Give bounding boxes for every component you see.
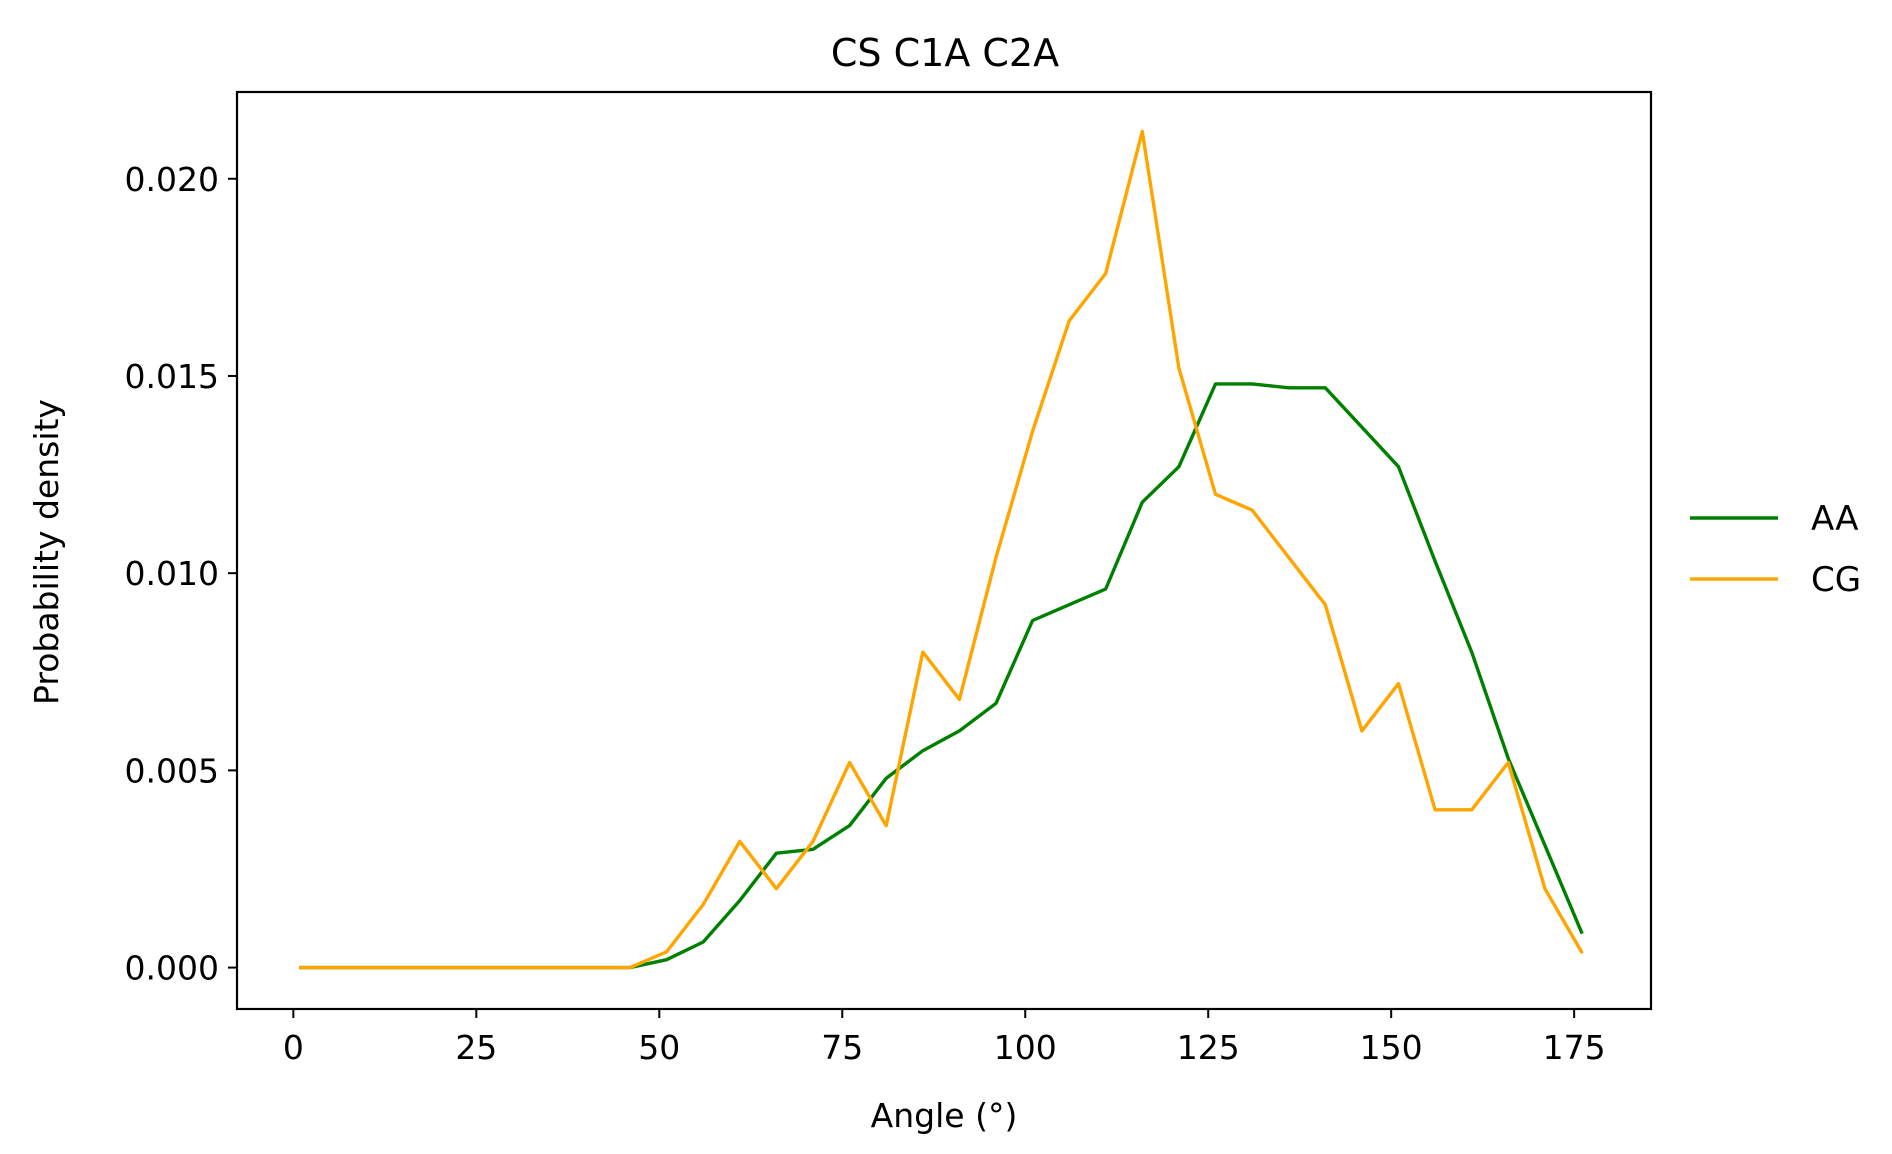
y-axis: 0.000 0.005 0.010 0.015 0.020	[125, 160, 237, 988]
x-tick-label: 50	[638, 1028, 680, 1067]
x-axis-label: Angle (°)	[871, 1096, 1018, 1135]
x-tick-label: 100	[994, 1028, 1057, 1067]
series-line-cg	[299, 129, 1584, 970]
plot-frame	[235, 90, 1653, 1011]
series-layer	[299, 129, 1584, 970]
y-tick-label: 0.020	[125, 160, 219, 199]
legend: AA CG	[1690, 499, 1861, 600]
x-tick-label: 125	[1177, 1028, 1240, 1067]
y-tick-label: 0.010	[125, 554, 219, 593]
y-tick-label: 0.015	[125, 357, 219, 396]
y-axis-label: Probability density	[27, 399, 66, 705]
chart-title: CS C1A C2A	[831, 31, 1059, 75]
x-tick-label: 75	[821, 1028, 863, 1067]
x-tick-label: 175	[1543, 1028, 1606, 1067]
y-tick-label: 0.005	[125, 751, 219, 790]
x-tick-label: 0	[283, 1028, 304, 1067]
x-tick-label: 150	[1360, 1028, 1423, 1067]
y-tick-label: 0.000	[125, 949, 219, 988]
x-axis: 0 25 50 75 100 125 150 175	[283, 1009, 1606, 1067]
legend-label-cg: CG	[1811, 560, 1861, 600]
legend-label-aa: AA	[1811, 499, 1858, 539]
x-tick-label: 25	[455, 1028, 497, 1067]
